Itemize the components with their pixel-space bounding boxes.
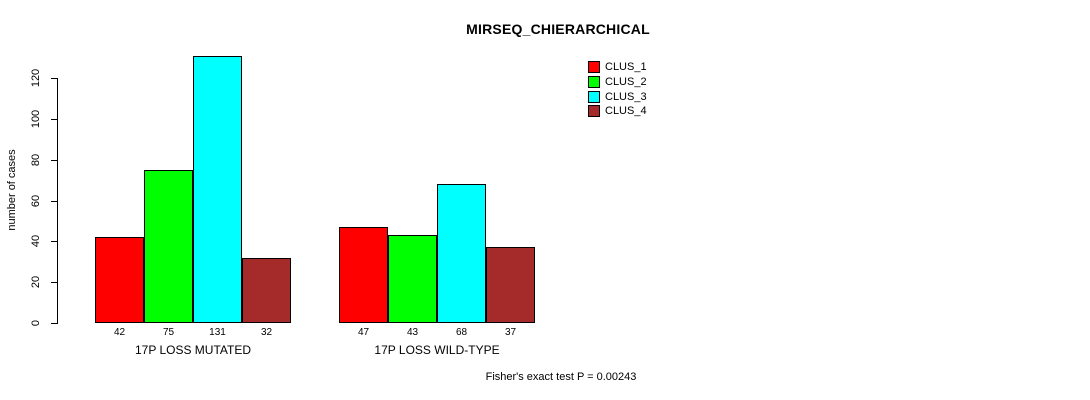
bar-value-label: 37	[504, 327, 517, 338]
legend-label: CLUS_3	[605, 90, 647, 103]
bar-clus_3-1	[193, 55, 242, 323]
bar-value-label: 32	[260, 327, 273, 338]
bar-value-label: 131	[209, 327, 226, 338]
legend-item-clus_3: CLUS_3	[588, 90, 647, 103]
bar-value-label: 42	[113, 327, 126, 338]
bar-value-label: 68	[455, 327, 468, 338]
legend-label: CLUS_4	[605, 105, 647, 118]
y-tick	[51, 282, 57, 284]
bar-value-label: 47	[357, 327, 370, 338]
bar-clus_2-2	[388, 235, 437, 323]
fisher-test-annotation: Fisher's exact test P = 0.00243	[485, 371, 637, 383]
legend-swatch-icon	[588, 75, 600, 88]
bar-clus_1-1	[95, 237, 144, 323]
y-tick	[51, 118, 57, 120]
legend-swatch-icon	[588, 61, 600, 73]
y-tick	[51, 241, 57, 243]
bar-clus_2-1	[144, 169, 193, 323]
legend-item-clus_2: CLUS_2	[588, 75, 647, 88]
legend-label: CLUS_2	[605, 75, 647, 88]
bar-clus_1-2	[339, 227, 388, 323]
bar-value-label: 75	[162, 327, 175, 338]
bar-clus_3-2	[437, 184, 486, 323]
bar-clus_4-2	[486, 247, 535, 323]
y-tick	[51, 159, 57, 161]
y-tick	[51, 323, 57, 324]
y-tick	[51, 78, 57, 79]
bar-value-label: 43	[406, 327, 419, 338]
legend-item-clus_4: CLUS_4	[588, 105, 647, 118]
y-tick	[51, 200, 57, 202]
legend-item-clus_1: CLUS_1	[588, 61, 647, 73]
chart-title: MIRSEQ_CHIERARCHICAL	[466, 21, 650, 37]
bar-clus_4-1	[242, 257, 291, 323]
legend-label: CLUS_1	[605, 61, 647, 73]
legend-swatch-icon	[588, 105, 600, 118]
category-label: 17P LOSS WILD-TYPE	[374, 343, 500, 357]
category-label: 17P LOSS MUTATED	[134, 343, 252, 357]
legend-swatch-icon	[588, 90, 600, 103]
y-axis-line	[57, 78, 58, 324]
